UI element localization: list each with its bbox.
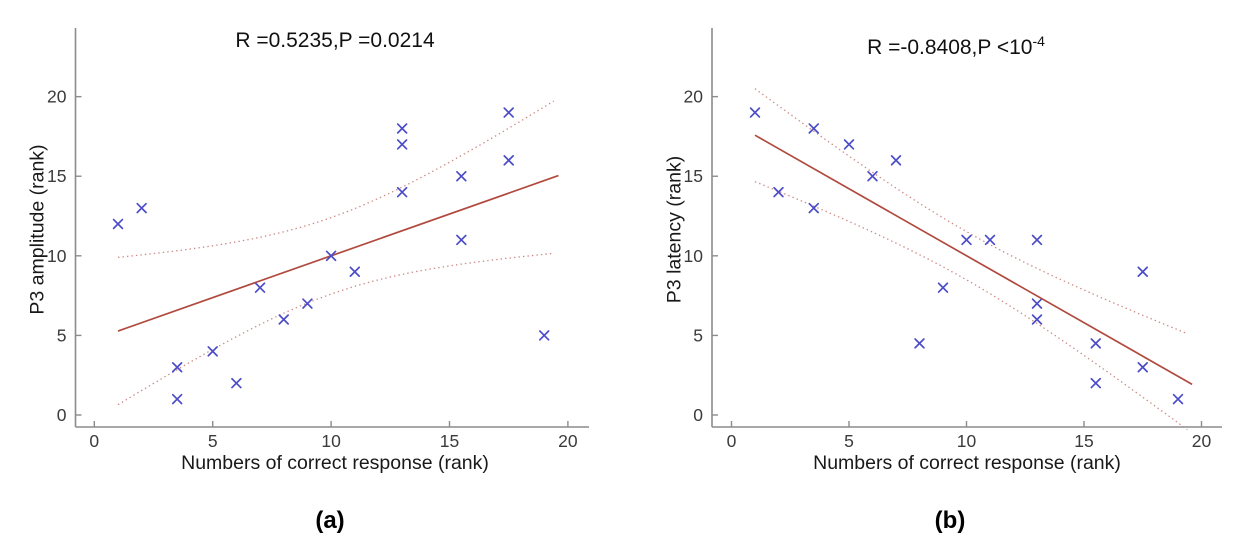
panel-b-data-point <box>1090 338 1101 349</box>
panel-b-data-point <box>1172 393 1184 405</box>
panel-b-data-point <box>808 202 819 214</box>
panel-b-x-tick-label: 5 <box>844 431 854 451</box>
panel-b-y-tick-label: 0 <box>693 405 703 425</box>
panel-b-x-tick-label: 10 <box>957 431 977 451</box>
panel-b-lower-confidence-band <box>754 181 1188 431</box>
panel-b-data-point <box>749 107 761 118</box>
panel-b-data-point <box>1031 314 1043 325</box>
panel-b-x-tick-label: 15 <box>1074 431 1093 451</box>
panel-a-lower-confidence-band <box>117 252 554 406</box>
panel-a-data-point <box>171 393 183 405</box>
panel-a-title: R =0.5235,P =0.0214 <box>235 29 435 52</box>
panel-a-x-axis-label: Numbers of correct response (rank) <box>181 452 489 474</box>
panel-a-data-point <box>538 330 550 341</box>
panel-a-upper-confidence-band <box>117 100 555 258</box>
panel-a-y-tick-label: 5 <box>57 325 67 345</box>
panel-a-data-point <box>503 107 514 118</box>
panel-a-x-tick-label: 20 <box>558 431 578 451</box>
panel-a-data-point <box>171 361 183 373</box>
panel-b-data-point <box>937 282 949 293</box>
panel-b-data-point <box>1137 266 1148 277</box>
panel-a-data-point <box>396 123 408 134</box>
panel-b-data-point <box>1031 234 1043 246</box>
panel-b-upper-confidence-band <box>754 88 1188 335</box>
panel-b-data-point <box>1031 298 1043 309</box>
panel-a-x-tick-label: 15 <box>440 431 459 451</box>
panel-b-x-axis-label: Numbers of correct response (rank) <box>813 452 1121 474</box>
panel-b-data-point <box>773 186 784 198</box>
panel-b-title-exponent: -4 <box>1032 33 1045 49</box>
panel-a-x-tick-label: 0 <box>89 431 99 451</box>
panel-b-data-point <box>984 234 996 246</box>
panel-b-data-point <box>914 338 925 349</box>
panel-b-data-point <box>843 139 855 150</box>
panel-a-data-point <box>136 202 147 214</box>
panel-a-x-tick-label: 5 <box>208 431 218 451</box>
panel-a-data-point <box>302 298 313 309</box>
panel-a-y-tick-label: 20 <box>47 87 67 107</box>
panel-a-regression-line <box>117 174 559 332</box>
panel-b-caption: (b) <box>934 507 966 534</box>
panel-b-data-point <box>867 170 878 182</box>
panel-a-y-axis-label: P3 amplitude (rank) <box>26 144 49 315</box>
panel-a-data-point <box>456 170 467 182</box>
panel-a-y-tick-label: 15 <box>47 166 66 186</box>
panel-b-x-tick-label: 0 <box>727 431 737 451</box>
panel-b-data-point <box>961 234 972 246</box>
panel-a-data-point <box>396 139 408 150</box>
panel-a-data-point <box>207 346 218 357</box>
panel-b-y-axis-label: P3 latency (rank) <box>663 155 686 304</box>
panel-a-data-point <box>325 250 337 262</box>
panel-b-title: R =-0.8408,P <10-4 <box>756 26 1156 59</box>
panel-b-y-tick-label: 15 <box>684 166 703 186</box>
panel-b-plot: 0 5 10 15 20 0 5 10 15 20 <box>684 28 1222 451</box>
panel-a-y-tick-label: 10 <box>47 246 67 266</box>
panel-b-data-point <box>808 123 819 134</box>
panel-a-data-point <box>456 234 467 246</box>
panel-a-data-point <box>349 266 361 277</box>
panel-a-data-point <box>112 218 124 230</box>
panel-b-y-tick-label: 10 <box>684 246 704 266</box>
panel-a-y-tick-label: 0 <box>57 405 67 425</box>
panel-b-y-tick-label: 20 <box>684 87 704 107</box>
panel-b-data-point <box>1090 377 1101 389</box>
panel-a-x-tick-label: 10 <box>321 431 341 451</box>
panel-b-regression-line <box>754 134 1193 386</box>
panel-b-y-tick-label: 5 <box>693 325 703 345</box>
panel-a-caption: (a) <box>315 507 345 534</box>
panel-b-title-main: R =-0.8408,P <10 <box>867 36 1033 59</box>
panel-a-data-point <box>231 377 242 389</box>
panel-a-data-point <box>396 186 408 198</box>
panel-a-data-point <box>278 314 289 325</box>
panel-a-data-point <box>503 155 514 166</box>
panel-b-x-tick-label: 20 <box>1192 431 1212 451</box>
panel-b-data-point <box>1137 361 1148 373</box>
panel-a-data-point <box>254 282 266 293</box>
panel-a-plot: 0 5 10 15 20 0 5 10 15 20 <box>47 28 589 451</box>
panel-b-data-point <box>890 155 902 166</box>
